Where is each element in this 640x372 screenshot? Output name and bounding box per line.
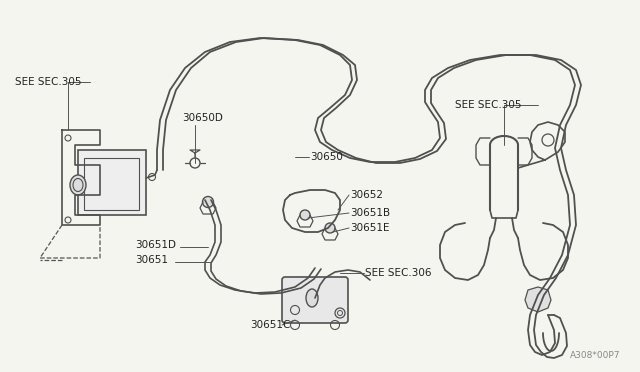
Circle shape [300,210,310,220]
Text: SEE SEC.305: SEE SEC.305 [15,77,81,87]
Ellipse shape [306,289,318,307]
Text: 30651B: 30651B [350,208,390,218]
FancyBboxPatch shape [78,150,146,215]
Text: 30651: 30651 [135,255,168,265]
Circle shape [202,196,214,208]
Text: 30652: 30652 [350,190,383,200]
Text: 30651E: 30651E [350,223,390,233]
Ellipse shape [70,175,86,195]
Circle shape [325,223,335,233]
Text: 30651D: 30651D [135,240,176,250]
Text: 30650D: 30650D [182,113,223,123]
Text: SEE SEC.306: SEE SEC.306 [365,268,431,278]
Text: A308*00P7: A308*00P7 [570,351,620,360]
Text: 30650: 30650 [310,152,343,162]
Polygon shape [525,287,551,312]
Text: 30651C: 30651C [250,320,291,330]
Text: SEE SEC.305: SEE SEC.305 [455,100,522,110]
FancyBboxPatch shape [282,277,348,323]
